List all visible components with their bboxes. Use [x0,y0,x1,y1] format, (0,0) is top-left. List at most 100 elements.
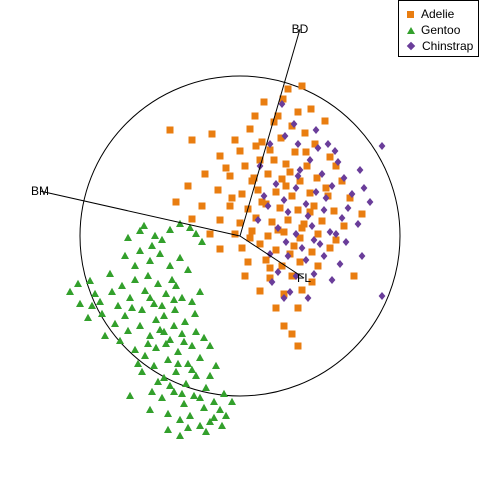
adelie-point [250,174,258,182]
adelie-point [262,256,270,264]
adelie-point [338,177,346,185]
adelie-point [236,147,244,155]
gentoo-point [192,229,200,237]
adelie-point [291,148,299,156]
adelie-point [276,204,284,212]
gentoo-point [116,336,124,344]
chinstrap-point [292,184,300,192]
gentoo-point [174,359,182,367]
gentoo-point [131,275,139,283]
adelie-point [241,272,249,280]
gentoo-point [176,253,184,261]
chinstrap-point [290,120,298,128]
adelie-point [241,162,249,170]
axis-label-bd: BD [292,22,309,36]
adelie-point [332,236,340,244]
adelie-point [326,153,334,161]
gentoo-point [178,293,186,301]
gentoo-point [192,371,200,379]
chinstrap-point [264,202,272,210]
adelie-point [298,82,306,90]
legend-marker-square [407,10,414,18]
gentoo-point [182,379,190,387]
chinstrap-point [306,156,314,164]
gentoo-point [134,359,142,367]
gentoo-point [176,415,184,423]
chinstrap-point [331,147,339,155]
adelie-point [246,234,254,242]
chinstrap-point [360,184,368,192]
gentoo-point [206,417,214,425]
gentoo-point [196,393,204,401]
chinstrap-point [332,230,340,238]
legend-label-adelie: Adelie [421,7,455,21]
chinstrap-point [316,240,324,248]
unit-circle [79,75,401,397]
gentoo-point [114,301,122,309]
gentoo-point [202,383,210,391]
chinstrap-point [278,100,286,108]
adelie-point [290,242,298,250]
gentoo-point [181,317,189,325]
gentoo-point [206,371,214,379]
adelie-point [258,198,266,206]
gentoo-point [164,425,172,433]
adelie-point [228,194,236,202]
gentoo-point [200,403,208,411]
adelie-point [311,140,319,148]
gentoo-point [154,279,162,287]
chinstrap-point [342,238,350,246]
adelie-point [266,264,274,272]
gentoo-point [124,233,132,241]
adelie-point [284,216,292,224]
gentoo-point [131,345,139,353]
adelie-point [258,138,266,146]
gentoo-point [200,333,208,341]
adelie-point [278,175,286,183]
adelie-point [226,202,234,210]
chinstrap-point [282,238,290,246]
chinstrap-point [284,252,292,260]
adelie-point [318,217,326,225]
chinstrap-point [284,208,292,216]
gentoo-point [162,339,170,347]
gentoo-point [191,309,199,317]
adelie-point [216,152,224,160]
gentoo-point [212,361,220,369]
axis-line-bd [239,28,301,237]
gentoo-point [184,359,192,367]
adelie-point [270,118,278,126]
adelie-point [272,246,280,254]
chinstrap-point [344,204,352,212]
adelie-point [248,227,256,235]
gentoo-point [86,276,94,284]
gentoo-point [206,341,214,349]
adelie-point [268,218,276,226]
adelie-point [298,286,306,294]
axis-line-fl [239,235,305,279]
chinstrap-point [266,250,274,258]
gentoo-point [158,301,166,309]
adelie-point [264,232,272,240]
gentoo-point [218,421,226,429]
gentoo-point [166,225,174,233]
adelie-point [166,126,174,134]
adelie-point [294,304,302,312]
gentoo-point [144,271,152,279]
adelie-point [198,202,206,210]
chinstrap-point [356,166,364,174]
unit-circle-outline [79,75,401,397]
gentoo-point [176,431,184,439]
gentoo-point [148,241,156,249]
gentoo-point [160,373,168,381]
chinstrap-point [320,206,328,214]
gentoo-point [180,337,188,345]
gentoo-point [174,347,182,355]
chinstrap-point [378,142,386,150]
adelie-point [346,194,354,202]
adelie-point [279,95,287,103]
chinstrap-point [280,196,288,204]
adelie-point [307,105,315,113]
chinstrap-point [292,272,300,280]
